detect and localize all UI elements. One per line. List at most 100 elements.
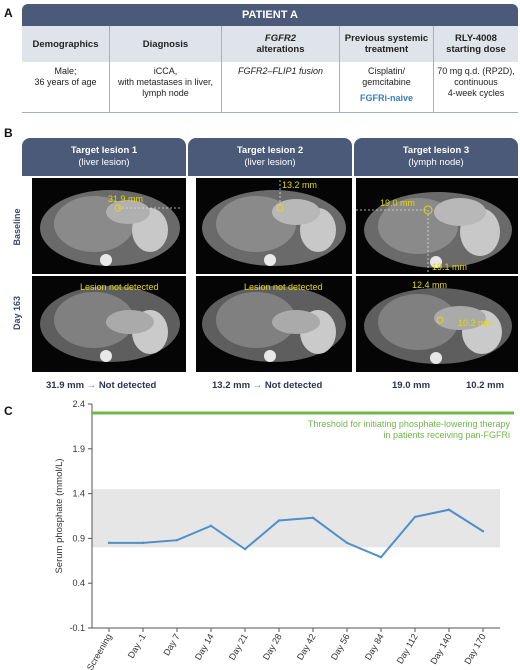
lesion-1-header: Target lesion 1 (liver lesion): [22, 138, 186, 176]
col-dose: RLY-4008 starting dose: [434, 26, 518, 62]
arrow-icon: →: [252, 380, 263, 391]
measurement-lesion3-b: 10.2 mm: [466, 380, 505, 391]
cell-text: lymph node: [142, 88, 189, 98]
cell-text: continuous: [454, 77, 498, 87]
x-tick-label: Day 28: [261, 632, 284, 662]
data-point: [481, 530, 485, 533]
cell-text: iCCA,: [153, 66, 178, 76]
x-tick-label: Day 42: [295, 632, 318, 662]
table-header-row: Demographics Diagnosis FGFR2 alterations …: [22, 26, 518, 62]
col-label: starting dose: [446, 44, 506, 55]
cell-text: 70 mg q.d. (RP2D),: [437, 66, 515, 76]
lesion-subtitle: (liver lesion): [78, 157, 130, 168]
cell-text: Cisplatin/: [367, 66, 405, 76]
lesion-3-header: Target lesion 3 (lymph node): [354, 138, 518, 176]
col-label: Demographics: [32, 38, 99, 50]
x-tick-label: Day -1: [126, 632, 148, 660]
data-point: [209, 524, 213, 528]
measurement-lesion2: 13.2 mm → Not detected: [212, 380, 322, 391]
data-point: [243, 547, 247, 551]
scan-label-d2: Lesion not detected: [244, 282, 323, 292]
threshold-label: in patients receiving pan-FGFRi: [383, 430, 510, 440]
scan-label-d1: Lesion not detected: [80, 282, 159, 292]
col-diagnosis: Diagnosis: [110, 26, 222, 62]
lesion-title: Target lesion 3: [402, 145, 470, 156]
y-tick-label: 0.9: [72, 533, 85, 543]
y-tick-label: 0.4: [72, 578, 85, 588]
cell-text: gemcitabine: [362, 77, 411, 87]
col-label: alterations: [256, 44, 305, 55]
data-point: [311, 516, 315, 519]
fgfri-naive-label: FGFRi-naive: [359, 93, 413, 103]
data-point: [413, 515, 417, 519]
measure-start: 13.2 mm: [212, 380, 251, 391]
col-alterations: FGFR2 alterations: [222, 26, 340, 62]
demographics-cell: Male; 36 years of age: [22, 62, 110, 112]
x-tick-label: Day 7: [161, 632, 181, 657]
data-point: [447, 508, 451, 511]
patient-header: PATIENT A: [22, 4, 518, 26]
data-point: [141, 541, 145, 545]
threshold-label: Threshold for initiating phosphate-lower…: [308, 419, 511, 429]
data-point: [175, 538, 179, 542]
col-label: RLY-4008: [455, 33, 497, 44]
x-tick-label: Day 21: [227, 632, 250, 662]
col-treatment: Previous systemic treatment: [340, 26, 434, 62]
x-tick-label: Day 14: [193, 632, 216, 662]
data-point: [277, 519, 281, 522]
scan-label-b2: 13.2 mm: [282, 180, 318, 190]
phosphate-series-line: [109, 508, 484, 559]
cell-text: with metastases in liver,: [117, 77, 214, 87]
alteration-cell: FGFR2–FLIP1 fusion: [222, 62, 340, 112]
measurement-lesion1: 31.9 mm → Not detected: [46, 380, 156, 391]
lesion-title: Target lesion 2: [236, 145, 304, 156]
mri-scan-baseline-lesion3: [356, 178, 518, 274]
scan-label-b3b: 19.1 mm: [432, 262, 468, 272]
measurement-lesion3-a: 19.0 mm: [392, 380, 431, 391]
cell-text: Male;: [54, 66, 77, 76]
data-point: [379, 556, 383, 559]
lesion-subtitle: (liver lesion): [244, 157, 296, 168]
x-tick-label: Screening: [85, 632, 114, 670]
cell-text: 4-week cycles: [447, 88, 505, 98]
scan-label-b1: 31.9 mm: [108, 194, 144, 204]
cell-text: FGFR2–FLIP1 fusion: [237, 66, 324, 76]
table-body-row: Male; 36 years of age iCCA, with metastase…: [22, 62, 518, 113]
panel-c-letter: C: [4, 404, 13, 418]
panel-a-letter: A: [4, 6, 13, 20]
col-label: FGFR2: [264, 33, 297, 44]
arrow-icon: →: [86, 380, 97, 391]
data-point: [345, 541, 349, 545]
y-tick-label: 1.4: [72, 489, 85, 499]
lesion-title: Target lesion 1: [70, 145, 138, 156]
col-label: Diagnosis: [142, 38, 189, 50]
row-label-day163: Day 163: [12, 295, 22, 331]
y-tick-label: 2.4: [72, 399, 85, 409]
x-tick-label: Day 140: [428, 632, 453, 666]
measure-end: Not detected: [98, 380, 157, 391]
mri-scan-day163-lesion1: [32, 276, 186, 372]
x-tick-label: Day 170: [462, 632, 487, 666]
cell-text: 36 years of age: [34, 77, 97, 87]
x-tick-label: Day 56: [329, 632, 352, 662]
lesion-subtitle: (lymph node): [408, 157, 464, 168]
y-tick-label: -0.1: [69, 623, 85, 633]
phosphate-chart: -0.1 0.4 0.9 1.4 1.9 2.4 Threshold for initiat…: [54, 399, 514, 670]
col-label: treatment: [364, 44, 409, 55]
measure-end: Not detected: [264, 380, 323, 391]
x-tick-label: Day 84: [363, 632, 386, 662]
measure-start: 31.9 mm: [46, 380, 85, 391]
scan-label-d3b: 10.2 mm: [458, 318, 494, 328]
col-demographics: Demographics: [22, 26, 110, 62]
data-point: [107, 541, 111, 545]
col-label: Previous systemic: [344, 33, 429, 44]
patient-title: PATIENT A: [241, 9, 298, 21]
treatment-cell: Cisplatin/gemcitabine FGFRi-naive: [340, 62, 434, 112]
mri-scan-baseline-lesion2: [196, 178, 352, 274]
lesion-2-header: Target lesion 2 (liver lesion): [188, 138, 352, 176]
scan-label-b3a: 19.0 mm: [380, 198, 416, 208]
panel-b-letter: B: [4, 126, 13, 140]
y-axis-label: Serum phosphate (mmol/L): [54, 458, 65, 573]
scan-label-d3a: 12.4 mm: [412, 280, 448, 290]
dose-cell: 70 mg q.d. (RP2D), continuous 4-week cycle…: [434, 62, 518, 112]
